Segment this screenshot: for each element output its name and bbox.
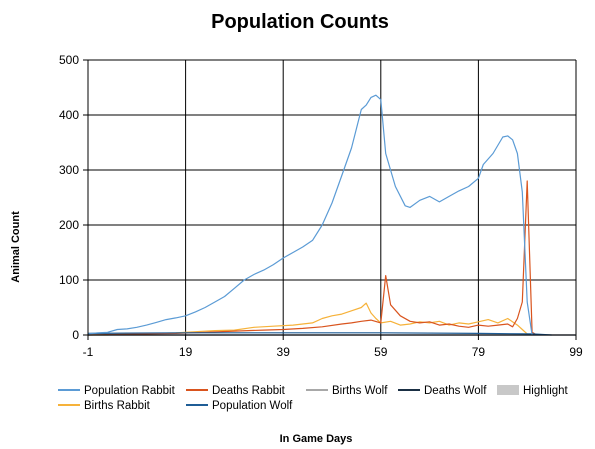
legend-item-deaths-rabbit: Deaths Rabbit	[186, 385, 286, 397]
chart-title: Population Counts	[211, 11, 389, 33]
x-tick-label: 79	[472, 345, 486, 359]
series-line-population-rabbit	[87, 94, 533, 336]
series-line-deaths-rabbit	[87, 180, 538, 336]
legend-label: Births Wolf	[332, 385, 388, 397]
legend-item-births-wolf: Births Wolf	[306, 385, 388, 397]
x-tick-label: 19	[179, 345, 193, 359]
y-tick-label: 0	[72, 328, 79, 342]
y-tick-label: 300	[59, 163, 79, 177]
series-line-births-rabbit	[88, 302, 533, 336]
legend: Population Rabbit Births Rabbit Deaths Rab…	[58, 385, 569, 412]
y-axis-label: Animal Count	[10, 211, 22, 283]
legend-label: Highlight	[523, 385, 569, 397]
legend-label: Deaths Rabbit	[212, 385, 286, 397]
y-tick-label: 200	[59, 218, 79, 232]
legend-item-highlight: Highlight	[497, 385, 569, 397]
y-tick-label: 400	[59, 108, 79, 122]
legend-item-births-rabbit: Births Rabbit	[58, 400, 151, 412]
axes: -1 19 39 59 79 99 0 100 200 300 400 500	[59, 53, 583, 359]
grid-lines	[88, 59, 577, 335]
x-tick-label: -1	[83, 345, 94, 359]
x-tick-label: 99	[569, 345, 583, 359]
x-tick-label: 39	[277, 345, 291, 359]
legend-label: Population Wolf	[212, 400, 293, 412]
series-lines	[87, 94, 576, 336]
legend-label: Deaths Wolf	[424, 385, 487, 397]
x-tick-label: 59	[374, 345, 388, 359]
legend-item-population-rabbit: Population Rabbit	[58, 385, 176, 397]
legend-item-deaths-wolf: Deaths Wolf	[398, 385, 487, 397]
x-axis-label: In Game Days	[280, 433, 353, 445]
legend-label: Population Rabbit	[84, 385, 176, 397]
legend-label: Births Rabbit	[84, 400, 151, 412]
legend-item-population-wolf: Population Wolf	[186, 400, 293, 412]
y-tick-label: 500	[59, 53, 79, 67]
y-tick-label: 100	[59, 273, 79, 287]
legend-swatch	[497, 385, 519, 395]
